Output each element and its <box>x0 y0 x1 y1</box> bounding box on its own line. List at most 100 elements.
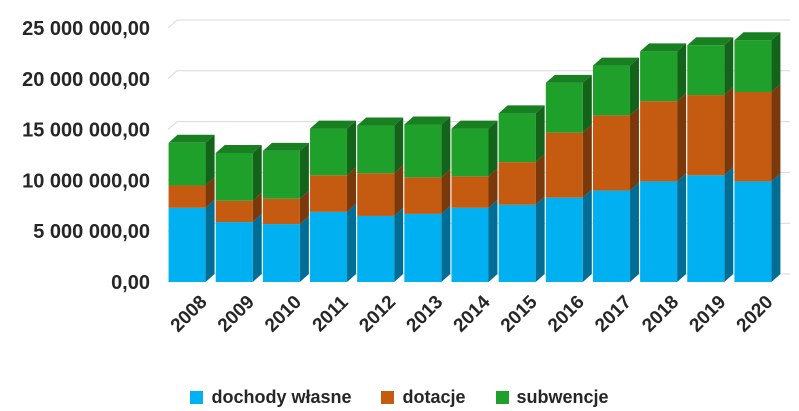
bar-side <box>582 124 592 198</box>
bar-front <box>262 198 300 225</box>
legend-swatch-dotacje <box>381 390 395 404</box>
bar-front <box>498 204 536 282</box>
bar-front <box>168 185 206 208</box>
y-tick-label: 10 000 000,00 <box>22 170 150 192</box>
bar-side <box>299 142 309 199</box>
bar-front <box>592 115 630 191</box>
bar-segment-dotacje-2012 <box>357 165 404 216</box>
bar-segment-subwencje-2013 <box>404 116 451 178</box>
bar-top <box>404 116 451 125</box>
x-tick-label: 2016 <box>544 292 589 337</box>
bar-front <box>404 124 442 178</box>
bar-top <box>310 120 357 129</box>
x-tick-label: 2012 <box>355 292 400 337</box>
bar-segment-subwencje-2009 <box>215 144 262 201</box>
bar-segment-dochody-własne-2013 <box>404 205 451 282</box>
x-tick-label: 2013 <box>403 292 448 337</box>
bar-front <box>262 224 300 282</box>
x-tick-label: 2009 <box>214 292 259 337</box>
bar-front <box>215 222 253 282</box>
stacked-bar-chart: 0,00 5 000 000,00 10 000 000,00 15 000 000,… <box>22 18 790 337</box>
bar-segment-dochody-własne-2019 <box>687 167 734 282</box>
bar-segment-subwencje-2010 <box>262 142 309 199</box>
bar-segment-dochody-własne-2009 <box>215 214 262 282</box>
bar-front <box>310 128 348 176</box>
bar-top <box>592 57 639 66</box>
bar-front <box>498 113 536 163</box>
bar-side <box>252 214 262 282</box>
legend-item-dochody: dochody własne <box>190 387 351 408</box>
bar-front <box>168 207 206 282</box>
bar-front <box>262 150 300 199</box>
bar-side <box>205 199 215 282</box>
bar-front <box>215 200 253 223</box>
bar-side <box>441 205 451 282</box>
bar-segment-dotacje-2016 <box>545 124 592 198</box>
bar-front <box>357 215 395 282</box>
bar-side <box>252 192 262 223</box>
bar-side <box>394 117 404 174</box>
bar-side <box>205 134 215 186</box>
bar-segment-dotacje-2020 <box>734 84 781 182</box>
bar-segment-dochody-własne-2020 <box>734 173 781 282</box>
bar-segment-dochody-własne-2010 <box>262 216 309 282</box>
y-tick-label: 0,00 <box>111 272 150 294</box>
bar-front <box>310 211 348 282</box>
x-tick-label: 2018 <box>638 292 683 337</box>
bar-side <box>771 173 781 282</box>
bar-segment-dotacje-2019 <box>687 87 734 176</box>
bar-front <box>640 181 678 282</box>
x-tick-label: 2017 <box>591 292 636 337</box>
bar-front <box>640 51 678 102</box>
y-tick-label: 20 000 000,00 <box>22 69 150 91</box>
bar-segment-subwencje-2011 <box>310 120 357 176</box>
bar-front <box>592 65 630 116</box>
bar-top <box>357 117 404 126</box>
bar-side <box>582 74 592 133</box>
bar-side <box>394 165 404 216</box>
bar-segment-subwencje-2017 <box>592 57 639 116</box>
gridline-depth <box>167 19 178 29</box>
bar-side <box>299 190 309 225</box>
bar-front <box>734 92 772 182</box>
bar-side <box>488 120 498 177</box>
bar-front <box>451 176 489 208</box>
bar-side <box>441 116 451 178</box>
legend-label-subwencje: subwencje <box>516 386 609 407</box>
legend-item-dotacje: dotacje <box>381 387 466 408</box>
y-tick-label: 5 000 000,00 <box>33 221 150 243</box>
bar-segment-subwencje-2018 <box>640 43 687 102</box>
bar-segment-dotacje-2018 <box>640 93 687 182</box>
bar-front <box>734 40 772 93</box>
y-tick-label: 15 000 000,00 <box>22 120 150 142</box>
bar-segment-subwencje-2020 <box>734 32 781 93</box>
bar-segment-dotacje-2008 <box>168 177 215 208</box>
bar-side <box>205 177 215 208</box>
x-tick-label: 2015 <box>497 291 542 336</box>
bar-front <box>310 175 348 212</box>
x-tick-label: 2019 <box>686 292 731 337</box>
x-tick-label: 2011 <box>309 292 353 336</box>
bar-segment-dochody-własne-2018 <box>640 173 687 282</box>
x-tick-label: 2014 <box>450 291 495 336</box>
bar-side <box>535 154 545 205</box>
bar-side <box>347 120 357 176</box>
bar-side <box>677 43 687 102</box>
bar-side <box>535 105 545 163</box>
bar-side <box>771 32 781 93</box>
bar-top <box>640 43 687 52</box>
bar-top <box>498 105 545 114</box>
bar-side <box>677 93 687 182</box>
x-tick-label: 2008 <box>167 292 212 337</box>
bar-segment-subwencje-2016 <box>545 74 592 133</box>
legend-swatch-dochody <box>190 390 204 404</box>
bar-top <box>215 144 262 153</box>
bar-segment-dotacje-2013 <box>404 169 451 214</box>
bar-front <box>357 173 395 216</box>
bar-segment-subwencje-2008 <box>168 134 215 186</box>
gridline-depth <box>167 121 178 130</box>
bar-side <box>535 196 545 282</box>
bar-front <box>545 132 583 198</box>
legend-item-subwencje: subwencje <box>495 386 609 408</box>
bar-side <box>252 144 262 201</box>
